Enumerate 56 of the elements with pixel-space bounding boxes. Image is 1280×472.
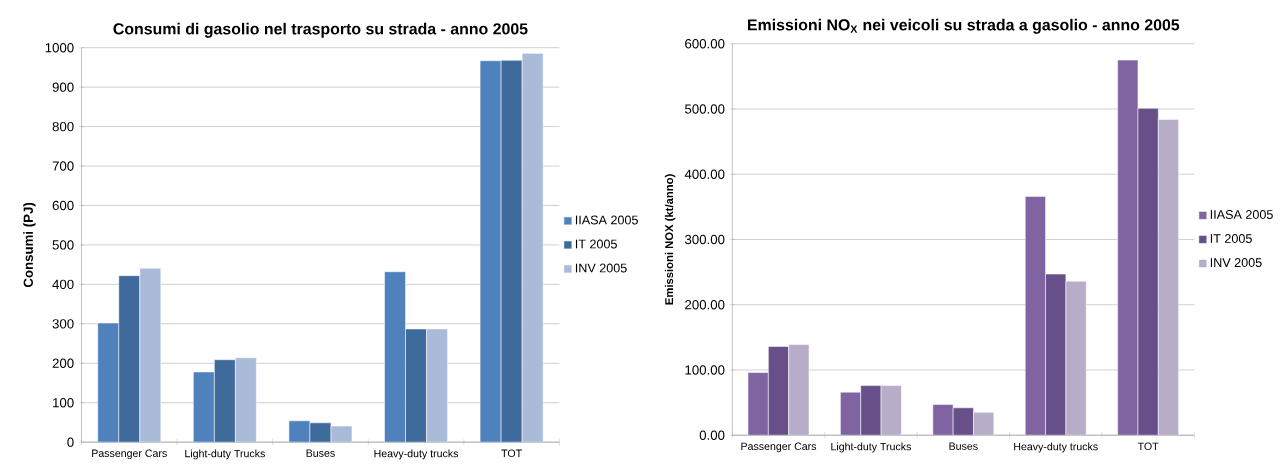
x-tick-label: Buses (306, 449, 335, 457)
y-tick-label: 0.00 (699, 430, 725, 440)
bar (97, 322, 120, 443)
legend-label: INV 2005 (575, 263, 627, 273)
x-tick-label: Light-duty Trucks (831, 442, 911, 453)
x-tick-label: Buses (949, 442, 978, 450)
y-tick-label: 400 (52, 279, 74, 290)
y-tick-label: 400.00 (684, 169, 725, 179)
y-tick-label: 1000 (45, 43, 74, 53)
y-tick-label: 0 (67, 437, 74, 447)
bar (193, 371, 215, 443)
bar (1024, 196, 1046, 436)
y-tick-label: 300 (52, 319, 74, 329)
y-tick-label: 500.00 (685, 104, 725, 114)
bar (1117, 59, 1139, 436)
bar (521, 52, 544, 443)
bar (880, 385, 902, 436)
x-tick-label: Light-duty Trucks (185, 449, 265, 460)
bar (840, 391, 862, 436)
y-tick-label: 300.00 (684, 234, 725, 245)
bar (932, 404, 954, 436)
legend-label: IT 2005 (575, 239, 617, 249)
x-tick-label: Heavy-duty trucks (1014, 442, 1098, 453)
x-tick-label: TOT (501, 449, 522, 458)
y-axis-title: Consumi (PJ) (23, 202, 36, 288)
legend-label: IT 2005 (1210, 234, 1252, 243)
legend-label: IIASA 2005 (1210, 210, 1273, 219)
y-tick-label: 100.00 (685, 365, 725, 375)
bar (384, 271, 406, 443)
chart-title: Emissioni NO$_{X}$ nei veicoli su strada a gasolio - anno 2005 (748, 18, 1180, 34)
bar (139, 267, 162, 443)
y-tick-label: 700 (52, 161, 74, 171)
x-tick-label: Passenger Cars (741, 442, 817, 453)
y-tick-label: 100 (53, 398, 74, 408)
y-tick-label: 200.00 (685, 300, 725, 310)
y-tick-label: 600.00 (685, 39, 725, 49)
chart-title: Consumi di gasolio nel trasporto su strada - anno 2005 (113, 22, 528, 38)
bar (1065, 280, 1087, 436)
y-tick-label: 800 (52, 121, 74, 132)
x-tick-label: Heavy-duty trucks (374, 449, 459, 460)
y-tick-label: 500 (52, 240, 74, 250)
legend-label: INV 2005 (1210, 258, 1262, 268)
bar (1158, 119, 1179, 436)
y-axis-title: Emissioni NOX (kt/anno) (664, 174, 676, 305)
y-tick-label: 600 (52, 200, 74, 211)
legend-label: IIASA 2005 (575, 215, 638, 225)
bar (747, 372, 769, 436)
bar (788, 344, 810, 436)
y-tick-label: 900 (52, 82, 74, 92)
x-tick-label: TOT (1137, 442, 1159, 451)
bar (973, 412, 995, 436)
bar (235, 357, 257, 443)
x-tick-label: Passenger Cars (92, 449, 167, 460)
bar (426, 328, 448, 443)
bar (479, 60, 502, 443)
y-tick-label: 200 (52, 358, 74, 368)
